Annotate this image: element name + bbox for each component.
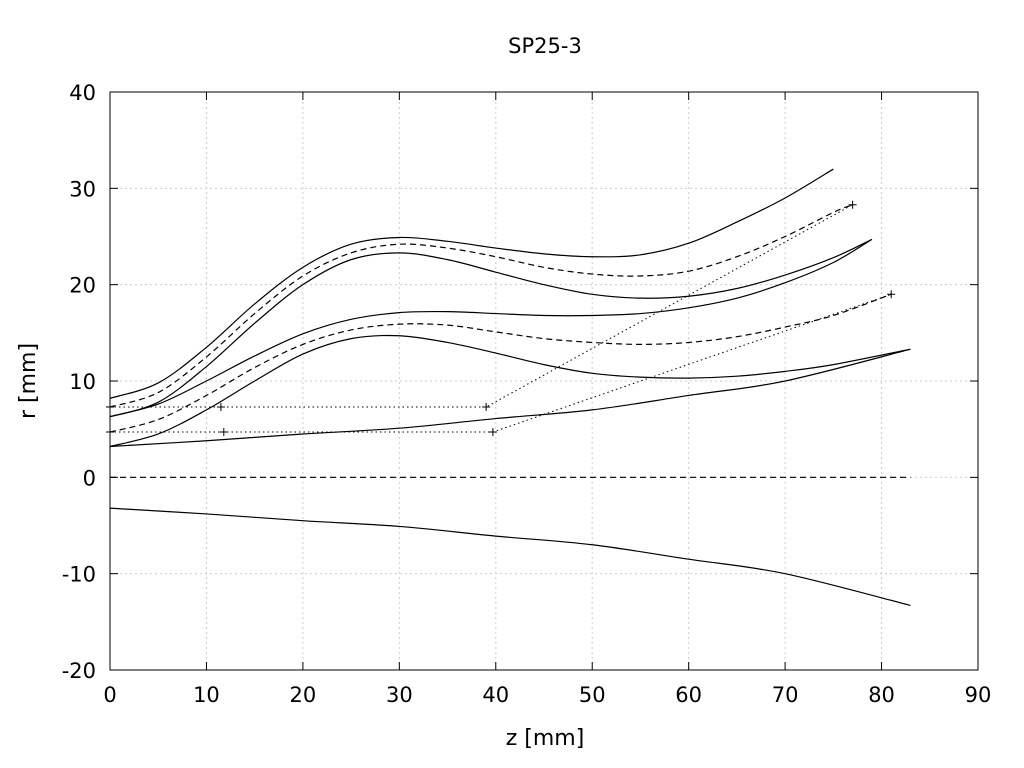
x-tick-label: 80: [868, 683, 895, 707]
x-tick-label: 30: [386, 683, 413, 707]
y-tick-label: 40: [69, 81, 96, 105]
series-solid-line-3: [109, 238, 873, 418]
y-tick-label: -20: [62, 659, 96, 683]
tick-layer: 0 10 20 30 40 50 60 70 80 90 -20 -10 0 10 20 30 40: [62, 81, 992, 707]
chart-title: SP25-3: [508, 34, 582, 58]
series-dashed-line-5: [109, 293, 892, 433]
marker-layer: [106, 200, 896, 437]
x-tick-label: 50: [579, 683, 606, 707]
plus-marker: [216, 403, 225, 412]
plus-marker: [488, 428, 497, 437]
series-solid-line-1: [109, 168, 834, 399]
grid: [110, 92, 978, 670]
y-tick-label: -10: [62, 563, 96, 587]
x-tick-label: 70: [772, 683, 799, 707]
series-dashed-line-2: [109, 204, 853, 408]
series-solid-line-7: [109, 348, 911, 448]
plus-marker: [887, 290, 896, 299]
x-axis-label: z [mm]: [506, 726, 585, 751]
series-solid-line-6: [109, 334, 911, 448]
x-tick-label: 40: [482, 683, 509, 707]
x-tick-label: 60: [675, 683, 702, 707]
plus-marker: [219, 428, 228, 437]
y-axis-label: r [mm]: [16, 343, 41, 419]
y-tick-label: 20: [69, 274, 96, 298]
y-tick-label: 30: [69, 177, 96, 201]
plus-marker: [482, 403, 491, 412]
series-dotted-line-10: [110, 204, 853, 408]
y-tick-label: 10: [69, 370, 96, 394]
series-dotted-line-11: [110, 293, 892, 433]
series-solid-line-4: [109, 238, 873, 418]
series-layer: [109, 168, 911, 607]
y-tick-label: 0: [83, 466, 96, 490]
x-tick-label: 0: [103, 683, 116, 707]
x-tick-label: 20: [290, 683, 317, 707]
x-tick-label: 90: [965, 683, 992, 707]
series-solid-line-9: [109, 507, 911, 607]
plus-marker: [848, 200, 857, 209]
x-tick-label: 10: [193, 683, 220, 707]
